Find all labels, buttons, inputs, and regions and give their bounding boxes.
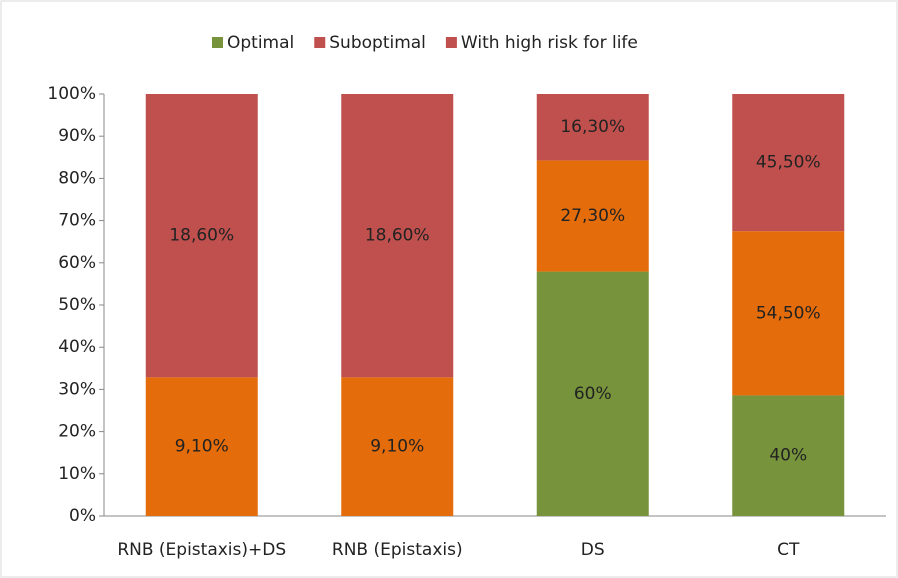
data-label: 9,10% (370, 437, 424, 457)
y-tick-label: 90% (58, 126, 96, 146)
data-label: 16,30% (560, 117, 625, 137)
x-tick-label: CT (777, 540, 800, 560)
data-label: 27,30% (560, 206, 625, 226)
bar-segment (536, 271, 649, 516)
x-tick-label: DS (581, 540, 605, 560)
legend-label: Optimal (227, 33, 294, 53)
data-label: 54,50% (756, 303, 821, 323)
bar-segment (536, 160, 649, 272)
bar-segment (536, 94, 649, 161)
y-tick-label: 60% (58, 253, 96, 273)
x-tick-label: RNB (Epistaxis) (332, 540, 463, 560)
y-tick-label: 0% (69, 506, 96, 526)
bar-segment (145, 94, 258, 378)
data-label: 40% (769, 446, 807, 466)
data-label: 18,60% (169, 226, 234, 246)
bar-segment (341, 94, 454, 378)
data-label: 45,50% (756, 153, 821, 173)
y-tick-label: 70% (58, 211, 96, 231)
y-tick-label: 40% (58, 337, 96, 357)
data-label: 18,60% (365, 226, 430, 246)
y-tick-label: 20% (58, 422, 96, 442)
bar-segment (732, 395, 845, 516)
legend-swatch (212, 37, 223, 48)
legend-label: With high risk for life (461, 33, 638, 53)
y-tick-label: 50% (58, 295, 96, 315)
bar-segment (732, 231, 845, 396)
legend-swatch (445, 37, 457, 48)
bar-segment (145, 377, 258, 516)
data-label: 9,10% (175, 437, 229, 457)
y-tick-label: 80% (58, 168, 96, 188)
bar-segment (732, 94, 845, 232)
y-tick-label: 30% (58, 379, 96, 399)
legend-label: Suboptimal (329, 33, 426, 53)
x-tick-label: RNB (Epistaxis)+DS (117, 540, 286, 560)
data-label: 60% (574, 384, 612, 404)
legend-swatch (314, 37, 326, 48)
y-tick-label: 100% (47, 84, 96, 104)
bar-segment (341, 377, 454, 516)
y-tick-label: 10% (58, 464, 96, 484)
